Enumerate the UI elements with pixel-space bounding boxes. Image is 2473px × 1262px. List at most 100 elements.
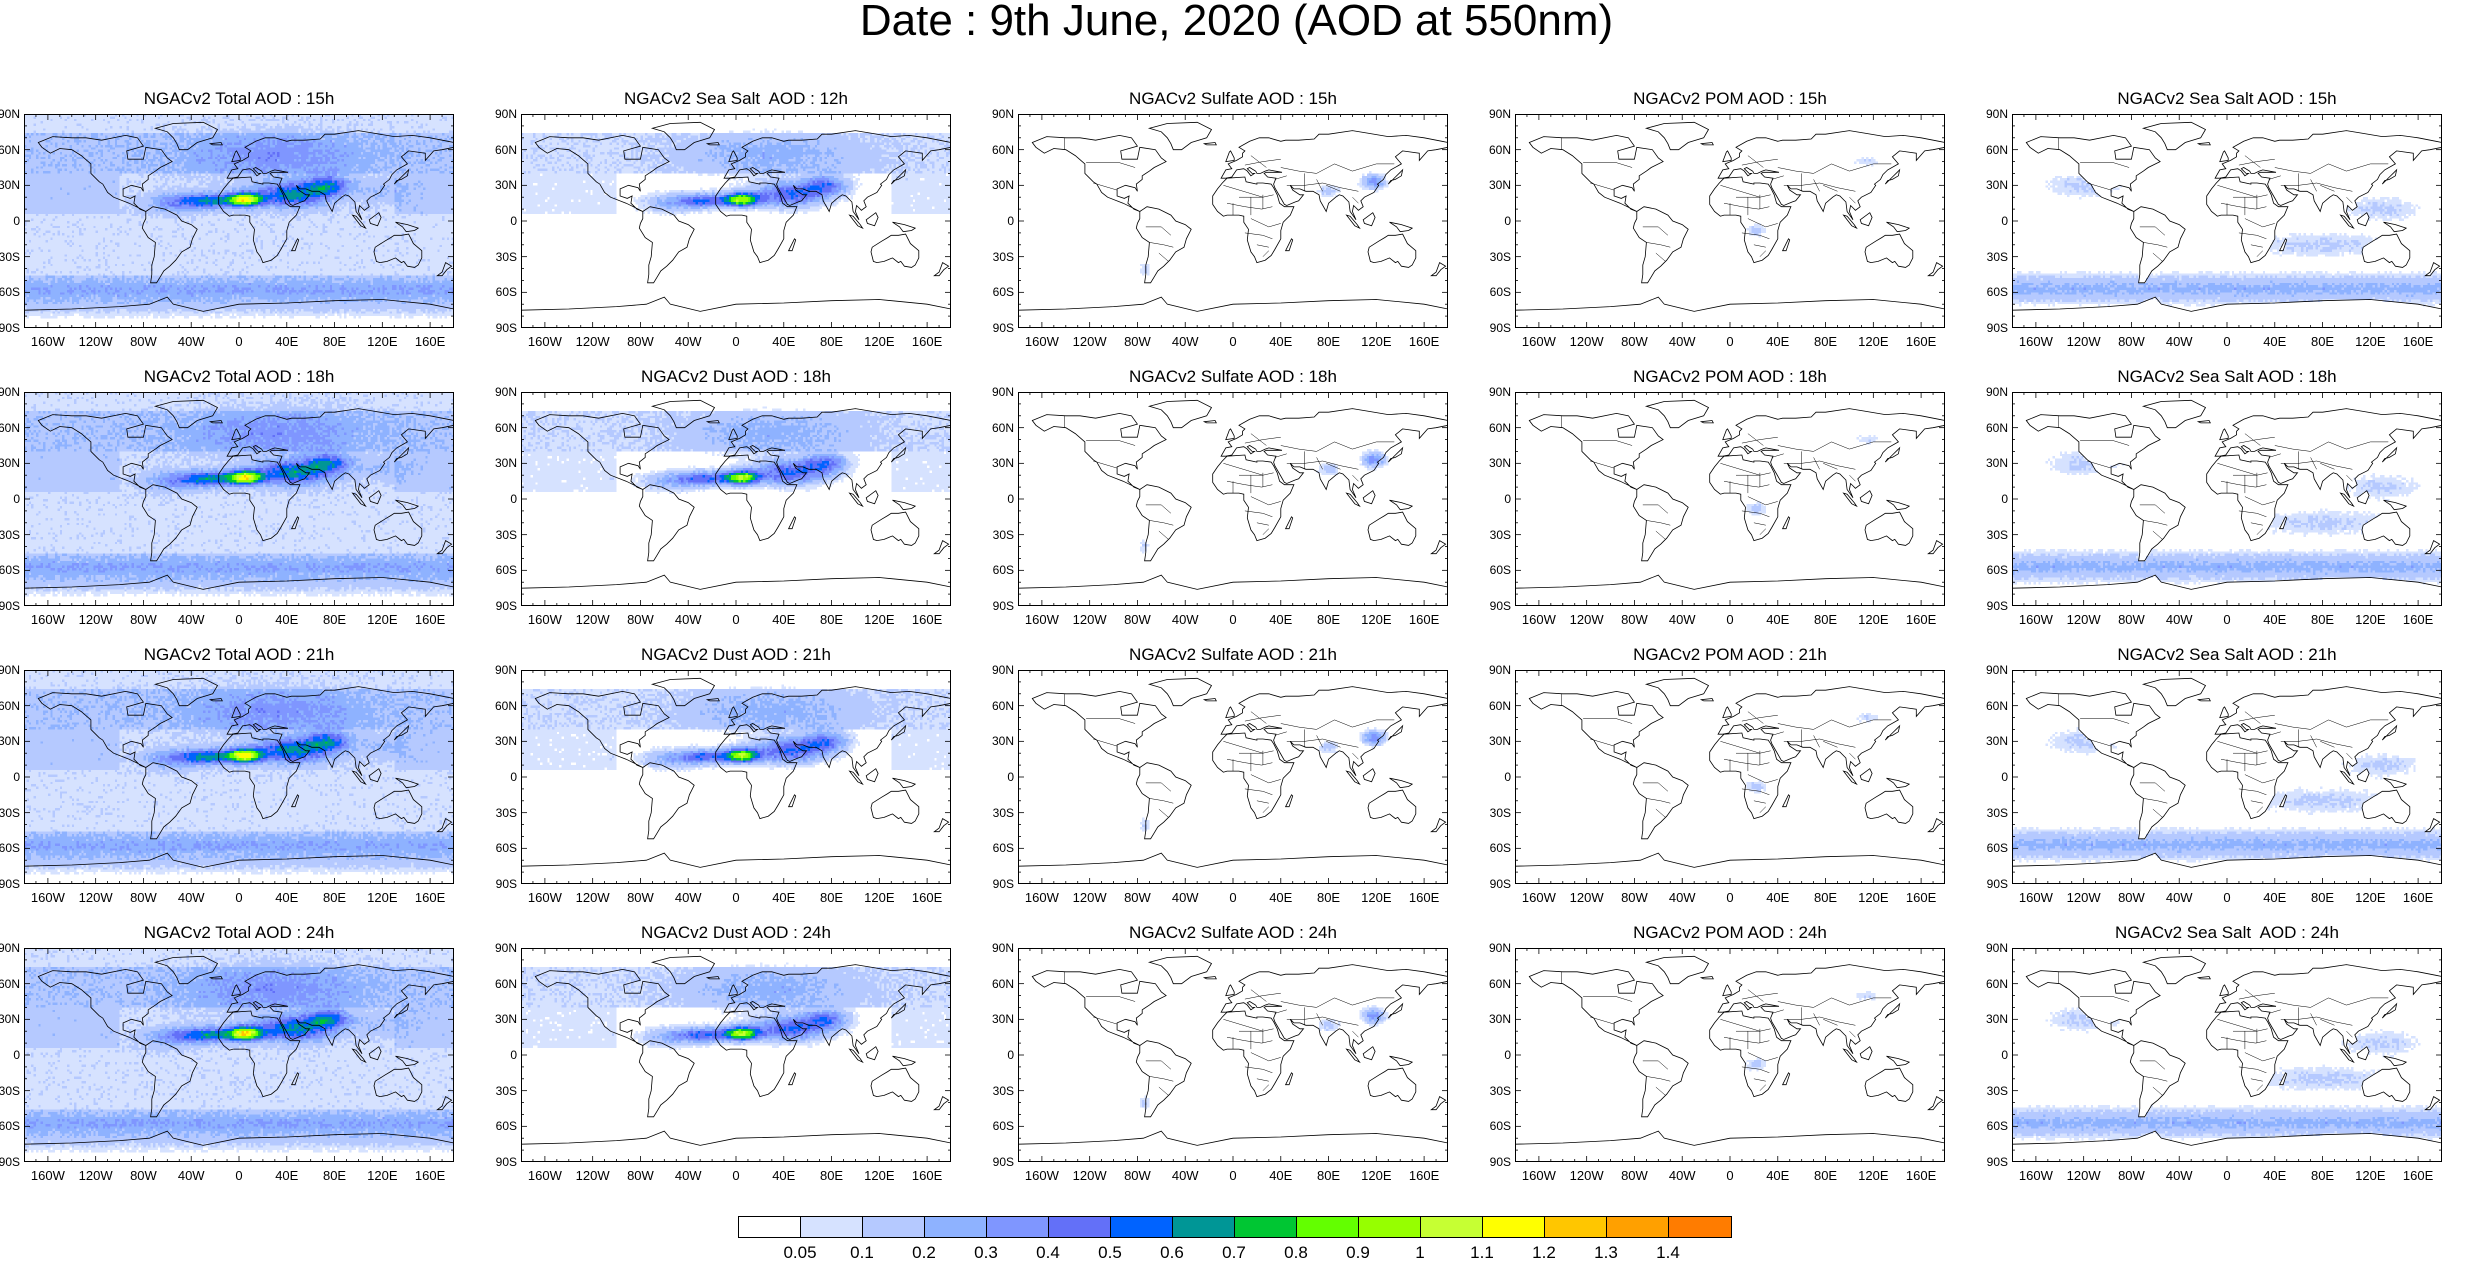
country-border [1590, 182, 1615, 191]
coastline [1528, 412, 1664, 490]
panel-title: NGACv2 POM AOD : 15h [1633, 89, 1827, 108]
lon-label: 40W [177, 334, 205, 349]
coastline [351, 214, 367, 230]
lon-label: 40E [1269, 1168, 1293, 1183]
lat-label: 90N [992, 107, 1015, 121]
coastline [1859, 1046, 1873, 1061]
coastline [393, 724, 410, 741]
lon-label: 160E [2402, 1168, 2434, 1183]
lat-label: 60N [0, 976, 21, 991]
lat-label: 0 [1007, 770, 1014, 784]
coastline [2196, 420, 2211, 424]
lon-label: 160W [30, 612, 65, 627]
lon-label: 0 [1726, 1168, 1734, 1183]
panel-title: NGACv2 Dust AOD : 18h [641, 367, 831, 386]
aod-shading [521, 670, 951, 884]
coastline [1927, 1096, 1944, 1111]
lat-label: 0 [2001, 492, 2008, 506]
country-border [1280, 163, 1395, 174]
coastline [2025, 134, 2161, 212]
country-border [1262, 1084, 1269, 1091]
country-border [1149, 242, 1174, 248]
colorbar-label: 0.5 [1098, 1243, 1122, 1262]
coastline [1859, 490, 1873, 505]
lat-label: 30S [992, 527, 1014, 542]
panel-title: NGACv2 Sulfate AOD : 24h [1129, 923, 1337, 942]
country-border [1326, 185, 1341, 192]
colorbar-swatch [1235, 1217, 1297, 1237]
country-border [1720, 463, 1771, 476]
coastline [351, 492, 367, 508]
aod-field-map [1018, 114, 1448, 328]
coastline [2012, 852, 2442, 884]
lat-label: 90S [0, 877, 20, 891]
lon-label: 120E [1361, 612, 1392, 627]
coastline [1886, 499, 1911, 511]
country-border [1274, 175, 1287, 180]
lat-label: 60N [1986, 698, 2009, 713]
country-border [1747, 1052, 1778, 1062]
lat-label: 30S [992, 805, 1014, 820]
country-border [1326, 741, 1341, 748]
lon-label: 80W [130, 890, 157, 905]
coastline [1362, 490, 1376, 505]
coastline [2219, 428, 2229, 441]
lat-label: 0 [1504, 1048, 1511, 1062]
country-border [1244, 788, 1273, 796]
panel-title: NGACv2 POM AOD : 24h [1633, 923, 1827, 942]
coastline [1722, 706, 1732, 719]
coastline [1345, 214, 1361, 230]
lat-label: 60N [1986, 976, 2009, 991]
coastline [1632, 484, 1689, 562]
country-border [2217, 185, 2268, 198]
country-border [1093, 1016, 1118, 1025]
country-border [1813, 1013, 1820, 1026]
coastline [1018, 296, 1448, 328]
coastline [24, 1130, 454, 1162]
lon-label: 40E [772, 334, 796, 349]
coastline [2424, 540, 2441, 555]
coastline [1225, 428, 1235, 441]
colorbar-swatch [1111, 1217, 1173, 1237]
country-border [1777, 997, 1892, 1008]
colorbar-swatch [1669, 1217, 1731, 1237]
aod-field-map [2012, 948, 2442, 1162]
map-area [2012, 948, 2442, 1162]
country-border [1250, 496, 1281, 506]
lon-label: 80W [1124, 1168, 1151, 1183]
country-border [2250, 800, 2263, 804]
lat-label: 90S [495, 599, 517, 613]
lon-label: 80W [130, 1168, 157, 1183]
coastline [638, 206, 695, 284]
lon-label: 160W [527, 334, 562, 349]
coastline [1886, 221, 1911, 233]
country-border [1223, 463, 1274, 476]
coastline [1225, 984, 1235, 997]
lon-label: 160E [1408, 334, 1440, 349]
lat-label: 90S [0, 321, 20, 335]
map-panel: NGACv2 Sulfate AOD : 21h 90N 60N 30N 0 30S 60S… [992, 646, 1486, 926]
lat-label: 90S [992, 321, 1014, 335]
country-border [2244, 1052, 2275, 1062]
country-border [1316, 735, 1323, 748]
country-border [1583, 162, 1633, 168]
lon-label: 120E [864, 1168, 895, 1183]
lon-label: 160E [2402, 612, 2434, 627]
coastline [2206, 732, 2289, 820]
coastline [1842, 492, 1858, 508]
country-border [1286, 460, 1359, 470]
lon-label: 120W [78, 334, 113, 349]
country-border [1250, 155, 1267, 168]
coastline [393, 446, 410, 463]
coastline [393, 168, 410, 185]
country-border [1244, 436, 1281, 444]
aod-shading [24, 670, 454, 884]
lat-label: 60N [1489, 420, 1512, 435]
coastline [24, 296, 454, 328]
lat-label: 30N [1489, 1012, 1512, 1027]
country-border [1747, 774, 1778, 784]
coastline [1031, 412, 1167, 490]
coastline [1430, 818, 1447, 833]
coastline [870, 233, 920, 268]
country-border [1583, 996, 1633, 1002]
